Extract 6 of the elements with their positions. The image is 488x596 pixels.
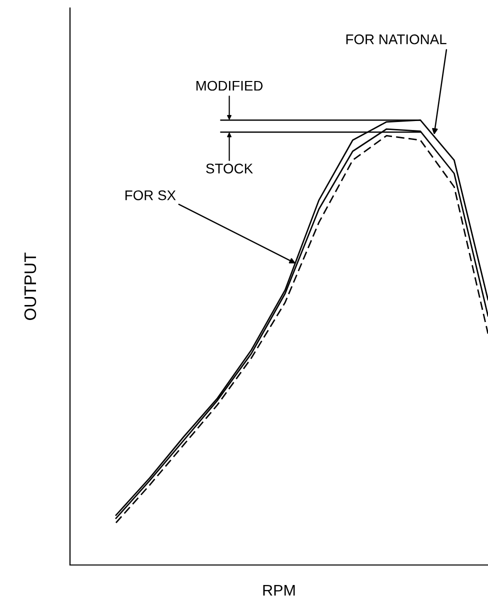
annotation: FOR SX [125, 190, 176, 200]
y-axis-title: OUTPUT [24, 252, 36, 320]
text: FOR NATIONAL [346, 34, 446, 44]
legend-label: STOCK [206, 164, 253, 174]
ref-line-label: MODIFIED [196, 80, 263, 91]
x-axis-title: RPM [263, 585, 295, 596]
